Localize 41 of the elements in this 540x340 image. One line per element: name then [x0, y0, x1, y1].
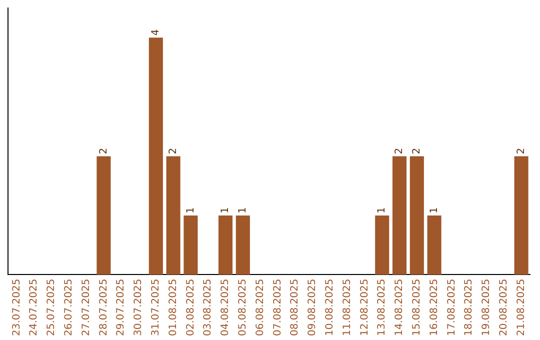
x-tick-label: 01.08.2025 [168, 278, 179, 336]
x-tick-label: 31.07.2025 [150, 278, 162, 336]
x-tick-label: 03.08.2025 [202, 278, 214, 336]
x-tick-label: 15.08.2025 [411, 278, 422, 336]
x-tick-label: 08.08.2025 [290, 278, 301, 336]
x-tick-label: 26.07.2025 [63, 278, 74, 336]
x-tick-label: 10.08.2025 [324, 278, 336, 336]
x-tick-label: 07.08.2025 [272, 278, 284, 336]
x-tick-label: 29.07.2025 [116, 278, 127, 336]
data-label: 2 [98, 148, 110, 154]
x-tick-label: 28.07.2025 [98, 278, 110, 336]
x-tick-label: 05.08.2025 [237, 278, 248, 336]
data-label: 4 [150, 29, 162, 36]
x-tick-label: 17.08.2025 [446, 278, 458, 336]
x-tick-label: 04.08.2025 [220, 278, 232, 336]
x-tick-label: 25.07.2025 [46, 278, 58, 336]
x-tick-label: 14.08.2025 [394, 278, 406, 336]
x-tick-label: 23.07.2025 [11, 278, 22, 336]
x-tick-label: 30.07.2025 [133, 278, 144, 336]
data-label: 2 [516, 148, 527, 154]
x-tick-label: 09.08.2025 [307, 278, 318, 336]
x-tick-label: 19.08.2025 [481, 278, 492, 336]
x-tick-label: 11.08.2025 [342, 278, 353, 336]
x-tick-label: 24.07.2025 [28, 278, 40, 336]
x-tick-label: 16.08.2025 [428, 278, 440, 336]
data-label: 1 [428, 207, 440, 214]
data-label: 1 [376, 207, 388, 214]
x-tick-label: 21.08.2025 [516, 278, 527, 336]
data-label: 1 [220, 207, 232, 214]
data-label: 2 [411, 148, 422, 154]
data-label: 2 [394, 148, 406, 154]
data-label: 1 [237, 207, 248, 214]
x-tick-label: 02.08.2025 [185, 278, 196, 336]
x-tick-label: 18.08.2025 [464, 278, 475, 336]
x-tick-label: 27.07.2025 [80, 278, 92, 336]
x-tick-label: 20.08.2025 [498, 278, 510, 336]
x-tick-label: 13.08.2025 [376, 278, 388, 336]
x-tick-label: 12.08.2025 [359, 278, 370, 336]
data-label: 1 [185, 207, 196, 214]
data-label: 2 [168, 148, 179, 154]
x-tick-label: 06.08.2025 [254, 278, 266, 336]
